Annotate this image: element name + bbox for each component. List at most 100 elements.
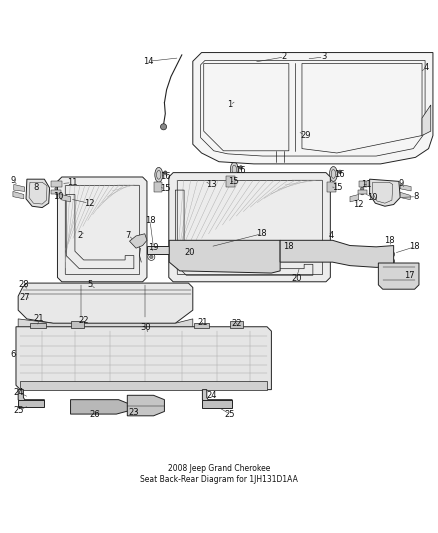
- Circle shape: [277, 255, 283, 261]
- Text: 18: 18: [384, 236, 395, 245]
- Circle shape: [360, 191, 364, 195]
- Polygon shape: [71, 321, 84, 328]
- Polygon shape: [18, 283, 193, 323]
- Text: 8: 8: [413, 192, 419, 201]
- Text: 19: 19: [148, 243, 159, 252]
- Text: 16: 16: [160, 173, 171, 182]
- Polygon shape: [51, 181, 62, 187]
- Text: 27: 27: [19, 294, 30, 302]
- Text: 7: 7: [126, 231, 131, 239]
- Circle shape: [160, 124, 166, 130]
- Text: 18: 18: [145, 216, 155, 225]
- Text: 18: 18: [409, 243, 420, 252]
- Circle shape: [55, 187, 58, 190]
- Polygon shape: [20, 381, 267, 390]
- Polygon shape: [327, 182, 336, 192]
- Circle shape: [199, 324, 204, 328]
- Polygon shape: [169, 173, 330, 282]
- Text: 4: 4: [329, 231, 334, 239]
- Text: 9: 9: [399, 179, 404, 188]
- Polygon shape: [61, 195, 71, 202]
- Ellipse shape: [155, 167, 162, 182]
- Text: 12: 12: [353, 199, 364, 208]
- Text: 11: 11: [361, 180, 372, 189]
- Polygon shape: [13, 191, 24, 199]
- Text: 21: 21: [34, 314, 44, 324]
- Circle shape: [35, 324, 40, 328]
- Text: 25: 25: [225, 409, 235, 418]
- Circle shape: [150, 255, 153, 259]
- Polygon shape: [400, 184, 411, 191]
- Circle shape: [289, 257, 295, 263]
- Circle shape: [338, 170, 342, 174]
- Text: 10: 10: [53, 192, 64, 201]
- Circle shape: [55, 191, 58, 195]
- Polygon shape: [202, 390, 232, 403]
- Text: 2008 Jeep Grand Cherokee
Seat Back-Rear Diagram for 1JH131D1AA: 2008 Jeep Grand Cherokee Seat Back-Rear …: [140, 464, 298, 483]
- Circle shape: [192, 251, 198, 257]
- Polygon shape: [51, 190, 61, 195]
- Text: 10: 10: [367, 193, 378, 202]
- Text: 24: 24: [14, 387, 24, 397]
- Text: 15: 15: [160, 184, 171, 193]
- Circle shape: [360, 187, 364, 190]
- Circle shape: [389, 251, 395, 257]
- Polygon shape: [147, 246, 169, 254]
- Circle shape: [55, 182, 58, 185]
- Polygon shape: [71, 400, 130, 414]
- Circle shape: [163, 171, 167, 174]
- Text: 23: 23: [128, 408, 139, 417]
- Text: 2: 2: [282, 52, 287, 61]
- Polygon shape: [202, 400, 232, 408]
- Text: 18: 18: [257, 229, 267, 238]
- Text: 16: 16: [235, 166, 245, 175]
- Polygon shape: [127, 395, 164, 416]
- Text: 18: 18: [283, 243, 294, 252]
- Polygon shape: [400, 192, 410, 200]
- Polygon shape: [169, 240, 280, 273]
- Polygon shape: [370, 179, 400, 206]
- Text: 20: 20: [291, 274, 301, 283]
- Polygon shape: [30, 323, 46, 328]
- Polygon shape: [26, 179, 49, 207]
- Text: 13: 13: [206, 180, 216, 189]
- Ellipse shape: [329, 166, 337, 181]
- Text: 26: 26: [89, 410, 100, 419]
- Text: 15: 15: [332, 183, 342, 192]
- Ellipse shape: [230, 162, 238, 177]
- Polygon shape: [18, 400, 44, 407]
- Polygon shape: [16, 327, 272, 390]
- Circle shape: [389, 258, 395, 264]
- Text: 9: 9: [11, 175, 15, 184]
- Polygon shape: [153, 182, 162, 192]
- Circle shape: [203, 254, 209, 260]
- Text: 14: 14: [143, 57, 153, 66]
- Polygon shape: [280, 240, 394, 268]
- Polygon shape: [230, 321, 243, 328]
- Circle shape: [81, 268, 86, 273]
- Circle shape: [360, 182, 364, 185]
- Text: 22: 22: [78, 316, 89, 325]
- Text: 12: 12: [84, 199, 94, 208]
- Polygon shape: [130, 234, 147, 248]
- Text: 21: 21: [197, 318, 208, 327]
- Text: 8: 8: [34, 182, 39, 191]
- Polygon shape: [14, 184, 25, 191]
- Ellipse shape: [197, 179, 215, 186]
- Text: 2: 2: [78, 231, 83, 239]
- Text: 22: 22: [231, 319, 242, 328]
- Text: 15: 15: [228, 177, 238, 186]
- Polygon shape: [378, 263, 419, 289]
- Polygon shape: [18, 390, 44, 403]
- Text: 6: 6: [10, 350, 16, 359]
- Polygon shape: [350, 195, 359, 202]
- Polygon shape: [18, 319, 193, 338]
- Text: 17: 17: [403, 271, 414, 280]
- Text: 24: 24: [206, 391, 216, 400]
- Circle shape: [239, 166, 243, 169]
- Text: 5: 5: [88, 280, 93, 289]
- Circle shape: [303, 259, 309, 265]
- Text: 20: 20: [184, 248, 194, 257]
- Text: 16: 16: [334, 171, 344, 179]
- Text: 11: 11: [67, 178, 77, 187]
